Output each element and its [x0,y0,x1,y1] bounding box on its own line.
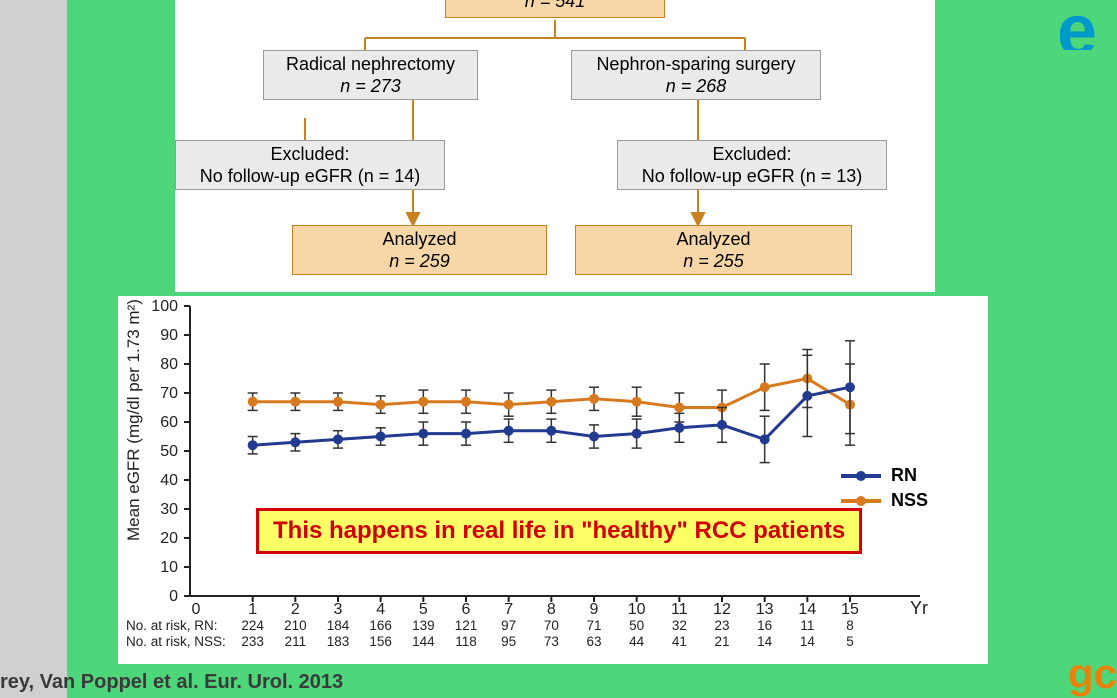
flow-left-excluded: Excluded: No follow-up eGFR (n = 14) [175,140,445,190]
svg-text:210: 210 [284,618,307,633]
chart-annotation: This happens in real life in "healthy" R… [256,508,862,554]
svg-text:4: 4 [376,601,385,618]
svg-text:9: 9 [590,601,599,618]
svg-text:13: 13 [756,601,774,618]
y-axis-label: Mean eGFR (mg/dl per 1.73 m²) [124,299,144,541]
flow-right-an-t: Analyzed [676,228,750,251]
svg-text:144: 144 [412,634,435,649]
svg-text:No. at risk, RN:: No. at risk, RN: [126,618,218,633]
legend-label-rn: RN [891,465,917,486]
legend-rn: RN [841,465,928,486]
chart-legend: RN NSS [841,461,928,515]
svg-text:224: 224 [241,618,264,633]
svg-text:No. at risk, NSS:: No. at risk, NSS: [126,634,226,649]
svg-text:183: 183 [327,634,350,649]
svg-text:23: 23 [714,618,729,633]
svg-text:5: 5 [846,634,854,649]
legend-label-nss: NSS [891,490,928,511]
svg-text:41: 41 [672,634,687,649]
svg-text:1: 1 [248,601,257,618]
flow-right-excl-l1: Excluded: [712,143,791,166]
svg-text:14: 14 [757,634,773,649]
svg-text:121: 121 [455,618,478,633]
svg-text:44: 44 [629,634,645,649]
legend-swatch-nss [841,499,881,503]
svg-text:97: 97 [501,618,516,633]
svg-text:7: 7 [504,601,513,618]
svg-text:2: 2 [291,601,300,618]
svg-text:8: 8 [846,618,854,633]
svg-text:50: 50 [160,443,178,460]
svg-text:11: 11 [671,601,688,618]
flow-right-title: Nephron-sparing surgery [596,53,795,76]
svg-text:15: 15 [841,601,859,618]
flow-top-box: n = 541 [445,0,665,18]
flow-left-title: Radical nephrectomy [286,53,455,76]
svg-text:14: 14 [798,601,816,618]
svg-text:233: 233 [241,634,264,649]
svg-text:21: 21 [714,634,729,649]
logo-corner: e [1057,0,1117,50]
citation: rey, Van Poppel et al. Eur. Urol. 2013 [0,671,343,694]
svg-text:3: 3 [334,601,343,618]
svg-text:166: 166 [369,618,392,633]
legend-swatch-rn [841,474,881,478]
svg-text:Yr: Yr [910,598,928,618]
svg-text:118: 118 [455,634,477,649]
svg-text:95: 95 [501,634,516,649]
flow-top-n: n = 541 [525,0,586,12]
svg-text:80: 80 [160,356,178,373]
flow-right-an-n: n = 255 [683,250,744,273]
flow-left-analyzed: Analyzed n = 259 [292,225,547,275]
flowchart-panel: n = 541 Radical nephrectomy n = 273 Neph… [175,0,935,292]
svg-text:70: 70 [160,385,178,402]
svg-text:10: 10 [628,601,646,618]
svg-text:5: 5 [419,601,428,618]
svg-text:10: 10 [160,559,178,576]
svg-text:40: 40 [160,472,178,489]
flow-right-excl-l2: No follow-up eGFR (n = 13) [642,165,863,188]
svg-text:70: 70 [544,618,559,633]
flow-left-excl-l1: Excluded: [270,143,349,166]
svg-text:71: 71 [586,618,601,633]
svg-text:16: 16 [757,618,772,633]
flow-right-branch: Nephron-sparing surgery n = 268 [571,50,821,100]
svg-text:32: 32 [672,618,687,633]
flow-left-n: n = 273 [340,75,401,98]
svg-text:6: 6 [462,601,471,618]
svg-text:50: 50 [629,618,644,633]
svg-text:14: 14 [800,634,816,649]
chart-panel: 0 10 20 30 40 50 60 70 80 90 100 0 1 2 3… [118,296,988,664]
svg-text:60: 60 [160,414,178,431]
svg-text:0: 0 [192,601,201,618]
svg-text:73: 73 [544,634,559,649]
svg-text:20: 20 [160,530,178,547]
flow-right-analyzed: Analyzed n = 255 [575,225,852,275]
svg-text:0: 0 [169,588,178,605]
svg-text:30: 30 [160,501,178,518]
flow-left-excl-l2: No follow-up eGFR (n = 14) [200,165,421,188]
svg-text:139: 139 [412,618,435,633]
flow-left-an-t: Analyzed [382,228,456,251]
svg-text:90: 90 [160,327,178,344]
svg-text:8: 8 [547,601,556,618]
svg-text:184: 184 [327,618,350,633]
svg-text:12: 12 [713,601,731,618]
svg-text:100: 100 [151,298,178,315]
flow-right-n: n = 268 [666,75,727,98]
ge-logo-icon: gc [1068,650,1117,698]
flow-left-an-n: n = 259 [389,250,450,273]
svg-text:211: 211 [285,634,307,649]
svg-text:11: 11 [800,618,814,633]
flow-left-branch: Radical nephrectomy n = 273 [263,50,478,100]
svg-text:63: 63 [586,634,601,649]
flow-right-excluded: Excluded: No follow-up eGFR (n = 13) [617,140,887,190]
svg-text:156: 156 [369,634,392,649]
